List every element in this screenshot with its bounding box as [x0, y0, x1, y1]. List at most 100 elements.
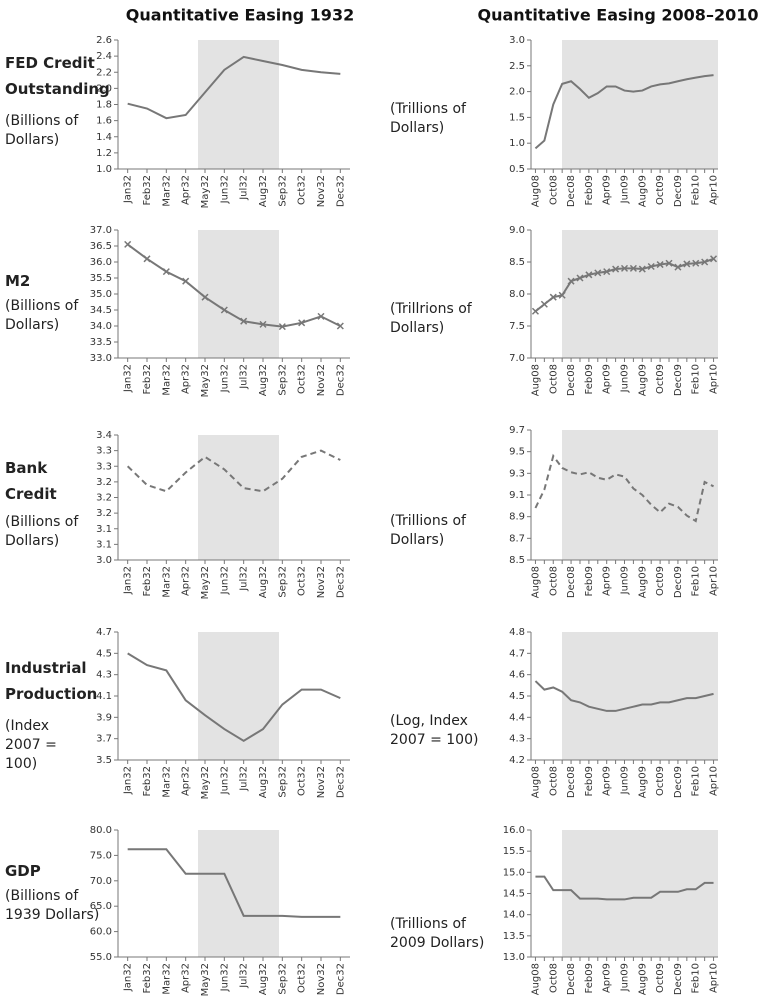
x-tick-label: Apr10 [709, 766, 720, 796]
y-tick-label: 3.3 [96, 446, 112, 457]
shaded-period [198, 230, 279, 358]
y-tick-label: 9.5 [509, 447, 525, 458]
x-tick-label: Jan32 [123, 175, 134, 204]
y-tick-label: 1.0 [96, 164, 112, 175]
x-tick-label: Feb10 [691, 175, 702, 205]
x-tick-label: Apr32 [181, 364, 192, 394]
x-tick-label: Feb10 [691, 364, 702, 394]
x-tick-label: Jan32 [123, 963, 134, 992]
x-tick-label: Dec32 [335, 175, 346, 207]
x-tick-label: Dec09 [673, 766, 684, 798]
y-axis-label: (Index 2007 = 100) [5, 718, 57, 772]
y-tick-label: 3.1 [96, 524, 112, 535]
shaded-period [562, 430, 718, 560]
x-tick-label: Sep32 [277, 566, 288, 598]
x-tick-label: Feb10 [691, 566, 702, 596]
x-tick-label: Aug09 [637, 566, 648, 598]
column-title: Quantitative Easing 2008–2010 [478, 6, 759, 25]
y-tick-label: 3.2 [96, 493, 112, 504]
y-tick-label: 55.0 [90, 952, 112, 963]
data-marker [620, 264, 629, 272]
x-tick-label: Apr32 [181, 963, 192, 993]
data-marker [259, 320, 267, 328]
data-marker [143, 255, 151, 263]
x-tick-label: Jun32 [219, 766, 230, 795]
x-tick-label: Oct09 [655, 364, 666, 394]
x-tick-label: Dec09 [673, 566, 684, 598]
y-tick-label: 16.0 [503, 825, 525, 836]
x-tick-label: Mar32 [161, 364, 172, 396]
y-tick-label: 7.5 [509, 321, 525, 332]
column-title: Quantitative Easing 1932 [126, 6, 354, 25]
data-marker [336, 322, 344, 330]
x-tick-label: Dec32 [335, 364, 346, 396]
y-tick-label: 4.5 [96, 648, 112, 659]
shaded-period [198, 632, 279, 760]
y-tick-label: 3.5 [96, 755, 112, 766]
x-tick-label: Aug32 [258, 766, 269, 798]
data-marker [317, 312, 325, 320]
x-tick-label: Aug32 [258, 175, 269, 207]
x-tick-label: Jul32 [239, 766, 250, 792]
x-tick-label: Apr32 [181, 566, 192, 596]
x-tick-label: Apr09 [602, 175, 613, 205]
y-tick-label: 8.5 [509, 257, 525, 268]
x-tick-label: Nov32 [316, 175, 327, 207]
y-tick-label: 13.0 [503, 952, 525, 963]
x-tick-label: Oct08 [548, 566, 559, 596]
x-tick-label: Sep32 [277, 364, 288, 396]
x-tick-label: Feb10 [691, 766, 702, 796]
y-tick-label: 80.0 [90, 825, 112, 836]
y-axis-label: (Billions of Dollars) [5, 514, 79, 549]
x-tick-label: Dec08 [566, 566, 577, 598]
y-tick-label: 36.0 [90, 257, 112, 268]
x-tick-label: Aug08 [530, 766, 541, 798]
y-tick-label: 7.0 [509, 353, 525, 364]
x-tick-label: Dec08 [566, 766, 577, 798]
y-tick-label: 3.3 [96, 461, 112, 472]
data-marker [665, 259, 673, 267]
y-tick-label: 3.0 [509, 35, 525, 46]
x-tick-label: Feb09 [584, 566, 595, 596]
x-tick-label: Sep32 [277, 963, 288, 995]
data-marker [603, 268, 611, 276]
x-tick-label: Aug08 [530, 566, 541, 598]
data-marker [594, 269, 602, 277]
data-line [535, 875, 714, 901]
shaded-period [562, 40, 718, 169]
y-tick-label: 35.5 [90, 273, 112, 284]
x-tick-label: Dec08 [566, 364, 577, 396]
row-label: Industrial Production [5, 659, 98, 703]
x-tick-label: Feb32 [142, 766, 153, 796]
data-marker [629, 264, 637, 272]
x-tick-label: May32 [200, 766, 211, 799]
x-tick-label: Jul32 [239, 963, 250, 989]
y-tick-label: 9.0 [509, 225, 525, 236]
data-marker [701, 258, 709, 266]
data-marker [162, 268, 170, 276]
y-tick-label: 2.0 [509, 87, 525, 98]
y-tick-label: 8.5 [509, 555, 525, 566]
x-tick-label: Apr32 [181, 766, 192, 796]
x-tick-label: Oct08 [548, 175, 559, 205]
y-tick-label: 34.5 [90, 305, 112, 316]
data-marker [220, 306, 228, 314]
x-tick-label: Jun32 [219, 175, 230, 204]
y-tick-label: 3.2 [96, 508, 112, 519]
y-axis-label: (Trillrions of Dollars) [390, 301, 472, 336]
y-tick-label: 33.0 [90, 353, 112, 364]
x-tick-label: Nov32 [316, 963, 327, 995]
y-tick-label: 2.2 [96, 67, 112, 78]
x-tick-label: Aug08 [530, 963, 541, 995]
y-tick-label: 2.4 [96, 51, 112, 62]
data-marker [540, 300, 548, 308]
x-tick-label: Oct32 [297, 364, 308, 394]
data-marker [124, 240, 132, 248]
x-tick-label: Aug09 [637, 364, 648, 396]
x-tick-label: Oct32 [297, 566, 308, 596]
x-tick-label: Dec32 [335, 766, 346, 798]
x-tick-label: Dec09 [673, 963, 684, 995]
y-tick-label: 3.2 [96, 477, 112, 488]
